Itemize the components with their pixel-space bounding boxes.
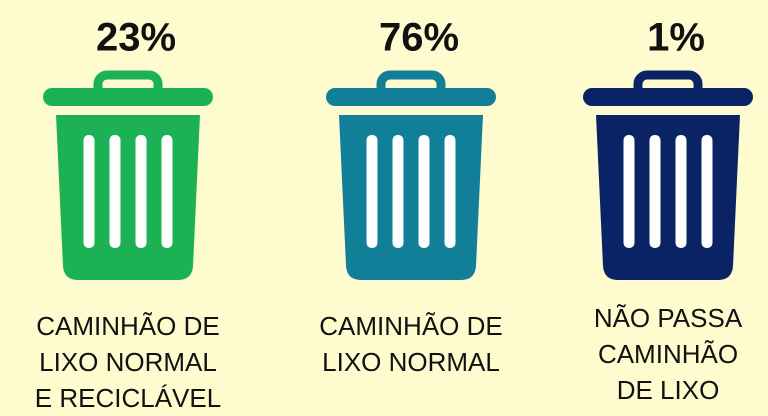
trash-slot bbox=[675, 135, 687, 248]
trash-slot bbox=[83, 135, 95, 248]
trash-body bbox=[596, 115, 740, 280]
trash-slot bbox=[135, 135, 147, 248]
value-label: 23% bbox=[96, 16, 176, 60]
trash-slot bbox=[366, 135, 378, 248]
category-label: CAMINHÃO DE LIXO NORMAL E RECICLÁVEL bbox=[34, 311, 222, 413]
trash-lid bbox=[43, 88, 213, 106]
trash-slot bbox=[109, 135, 121, 248]
trash-can bbox=[326, 70, 496, 280]
trash-slot bbox=[418, 135, 430, 248]
chart: 23% 76% 1% bbox=[43, 16, 753, 280]
value-label: 76% bbox=[379, 16, 459, 60]
trash-slot bbox=[392, 135, 404, 248]
trash-can bbox=[43, 70, 213, 280]
trash-slot bbox=[161, 135, 173, 248]
category-label: CAMINHÃO DE LIXO NORMAL bbox=[319, 311, 503, 377]
trash-slot bbox=[444, 135, 456, 248]
category-label: NÃO PASSA CAMINHÃO DE LIXO bbox=[593, 303, 743, 405]
trash-body bbox=[56, 115, 200, 280]
trash-lid bbox=[326, 88, 496, 106]
trash-slot bbox=[623, 135, 635, 248]
trash-lid bbox=[583, 88, 753, 106]
trash-slot bbox=[701, 135, 713, 248]
trash-can bbox=[583, 70, 753, 280]
trash-body bbox=[339, 115, 483, 280]
trash-slot bbox=[649, 135, 661, 248]
value-label: 1% bbox=[647, 16, 705, 60]
